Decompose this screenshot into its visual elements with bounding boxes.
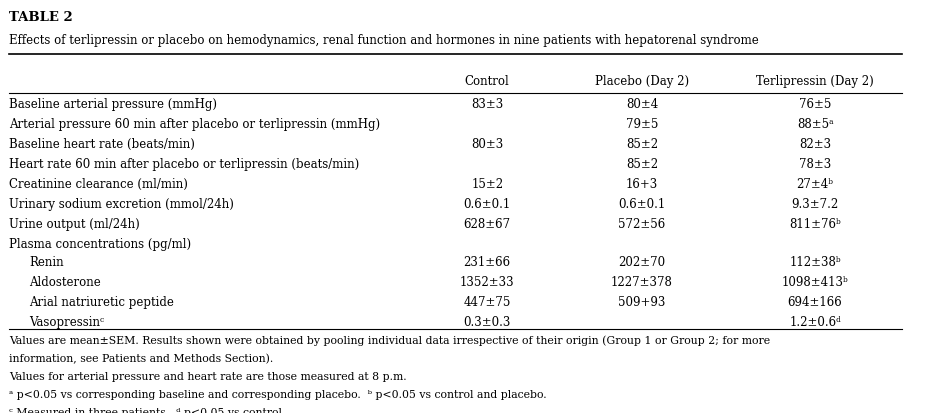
Text: Values are mean±SEM. Results shown were obtained by pooling individual data irre: Values are mean±SEM. Results shown were … [9, 335, 770, 346]
Text: 79±5: 79±5 [626, 119, 658, 131]
Text: 1098±413ᵇ: 1098±413ᵇ [781, 276, 849, 289]
Text: 202±70: 202±70 [619, 256, 666, 269]
Text: 27±4ᵇ: 27±4ᵇ [797, 178, 833, 191]
Text: 0.6±0.1: 0.6±0.1 [464, 198, 511, 211]
Text: 572±56: 572±56 [619, 218, 666, 231]
Text: 80±3: 80±3 [471, 138, 503, 151]
Text: 9.3±7.2: 9.3±7.2 [792, 198, 839, 211]
Text: Terlipressin (Day 2): Terlipressin (Day 2) [756, 76, 874, 88]
Text: 16+3: 16+3 [626, 178, 658, 191]
Text: 78±3: 78±3 [799, 158, 832, 171]
Text: 1352±33: 1352±33 [460, 276, 515, 289]
Text: 80±4: 80±4 [626, 98, 658, 112]
Text: Values for arterial pressure and heart rate are those measured at 8 p.m.: Values for arterial pressure and heart r… [9, 372, 407, 382]
Text: 628±67: 628±67 [464, 218, 511, 231]
Text: TABLE 2: TABLE 2 [9, 11, 73, 24]
Text: Renin: Renin [29, 256, 63, 269]
Text: 0.3±0.3: 0.3±0.3 [464, 316, 511, 329]
Text: Urinary sodium excretion (mmol/24h): Urinary sodium excretion (mmol/24h) [9, 198, 234, 211]
Text: 509+93: 509+93 [619, 296, 666, 309]
Text: Creatinine clearance (ml/min): Creatinine clearance (ml/min) [9, 178, 188, 191]
Text: 1227±378: 1227±378 [611, 276, 673, 289]
Text: 83±3: 83±3 [471, 98, 503, 112]
Text: Heart rate 60 min after placebo or terlipressin (beats/min): Heart rate 60 min after placebo or terli… [9, 158, 359, 171]
Text: 88±5ᵃ: 88±5ᵃ [797, 119, 833, 131]
Text: Baseline arterial pressure (mmHg): Baseline arterial pressure (mmHg) [9, 98, 217, 112]
Text: 85±2: 85±2 [626, 158, 658, 171]
Text: Effects of terlipressin or placebo on hemodynamics, renal function and hormones : Effects of terlipressin or placebo on he… [9, 34, 759, 47]
Text: Urine output (ml/24h): Urine output (ml/24h) [9, 218, 140, 231]
Text: information, see Patients and Methods Section).: information, see Patients and Methods Se… [9, 354, 273, 364]
Text: 0.6±0.1: 0.6±0.1 [619, 198, 666, 211]
Text: 85±2: 85±2 [626, 138, 658, 151]
Text: Arterial pressure 60 min after placebo or terlipressin (mmHg): Arterial pressure 60 min after placebo o… [9, 119, 380, 131]
Text: 811±76ᵇ: 811±76ᵇ [789, 218, 841, 231]
Text: 15±2: 15±2 [471, 178, 503, 191]
Text: Plasma concentrations (pg/ml): Plasma concentrations (pg/ml) [9, 238, 191, 252]
Text: 231±66: 231±66 [464, 256, 511, 269]
Text: Baseline heart rate (beats/min): Baseline heart rate (beats/min) [9, 138, 195, 151]
Text: Control: Control [464, 76, 510, 88]
Text: Arial natriuretic peptide: Arial natriuretic peptide [29, 296, 174, 309]
Text: 82±3: 82±3 [799, 138, 832, 151]
Text: 447±75: 447±75 [464, 296, 511, 309]
Text: Vasopressinᶜ: Vasopressinᶜ [29, 316, 104, 329]
Text: ᶜ Measured in three patients.  ᵈ p<0.05 vs control.: ᶜ Measured in three patients. ᵈ p<0.05 v… [9, 408, 286, 413]
Text: Placebo (Day 2): Placebo (Day 2) [595, 76, 689, 88]
Text: 112±38ᵇ: 112±38ᵇ [789, 256, 841, 269]
Text: 694±166: 694±166 [788, 296, 843, 309]
Text: 76±5: 76±5 [798, 98, 832, 112]
Text: ᵃ p<0.05 vs corresponding baseline and corresponding placebo.  ᵇ p<0.05 vs contr: ᵃ p<0.05 vs corresponding baseline and c… [9, 390, 547, 400]
Text: Aldosterone: Aldosterone [29, 276, 101, 289]
Text: 1.2±0.6ᵈ: 1.2±0.6ᵈ [789, 316, 841, 329]
